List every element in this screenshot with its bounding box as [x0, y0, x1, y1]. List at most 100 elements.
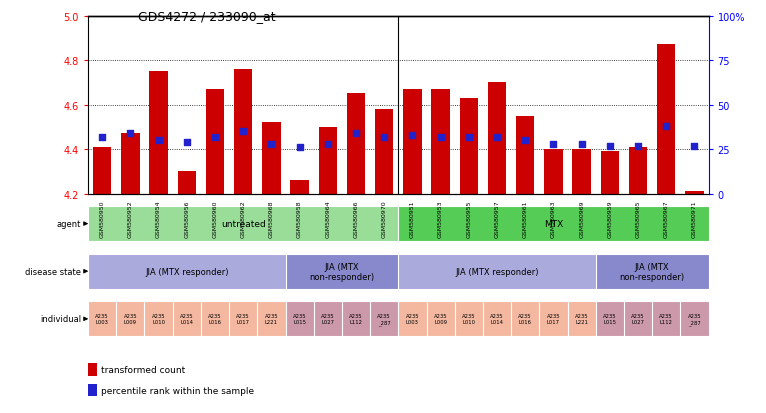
- Text: GSM580957: GSM580957: [495, 200, 499, 238]
- Text: GSM580967: GSM580967: [664, 200, 669, 238]
- Text: individual: individual: [40, 315, 81, 323]
- Bar: [319, 128, 337, 194]
- Bar: [121, 134, 139, 194]
- Text: JIA (MTX responder): JIA (MTX responder): [145, 267, 228, 276]
- Text: A235
L112: A235 L112: [349, 313, 363, 325]
- Bar: [234, 70, 252, 194]
- Point: [237, 128, 250, 135]
- Text: GSM580969: GSM580969: [579, 200, 584, 238]
- Text: GSM580963: GSM580963: [551, 200, 556, 238]
- Point: [689, 143, 701, 150]
- Text: GSM580962: GSM580962: [241, 200, 246, 238]
- Text: A235
L003: A235 L003: [96, 313, 109, 325]
- Point: [463, 134, 475, 140]
- Point: [350, 131, 362, 137]
- Text: A235
L014: A235 L014: [180, 313, 194, 325]
- Point: [575, 141, 588, 148]
- Text: GSM580955: GSM580955: [466, 200, 471, 238]
- Text: GSM580951: GSM580951: [410, 200, 415, 238]
- Point: [378, 134, 391, 140]
- Text: GSM580958: GSM580958: [297, 200, 302, 238]
- Bar: [347, 94, 365, 194]
- Text: GSM580971: GSM580971: [692, 200, 697, 238]
- Bar: [178, 172, 196, 194]
- Text: percentile rank within the sample: percentile rank within the sample: [101, 386, 254, 395]
- Bar: [88, 384, 97, 396]
- Text: GSM580965: GSM580965: [636, 200, 640, 238]
- Point: [209, 134, 221, 140]
- Bar: [290, 181, 309, 194]
- Point: [547, 141, 559, 148]
- Text: GDS4272 / 233090_at: GDS4272 / 233090_at: [138, 10, 276, 23]
- Text: A235
L015: A235 L015: [293, 313, 306, 325]
- Text: GSM580966: GSM580966: [354, 200, 358, 238]
- Bar: [657, 45, 676, 194]
- Bar: [403, 90, 421, 194]
- Point: [181, 139, 193, 146]
- Text: A235
L016: A235 L016: [208, 313, 222, 325]
- Text: A235
L015: A235 L015: [603, 313, 617, 325]
- Text: A235
L027: A235 L027: [631, 313, 645, 325]
- Text: MTX: MTX: [544, 220, 563, 228]
- Bar: [460, 99, 478, 194]
- Bar: [545, 150, 562, 194]
- Text: JIA (MTX
non-responder): JIA (MTX non-responder): [620, 262, 685, 281]
- Bar: [686, 192, 704, 194]
- Point: [491, 134, 503, 140]
- Bar: [431, 90, 450, 194]
- Text: A235
L016: A235 L016: [519, 313, 532, 325]
- Bar: [601, 152, 619, 194]
- Text: A235
L003: A235 L003: [406, 313, 419, 325]
- Point: [519, 138, 532, 144]
- Bar: [375, 110, 394, 194]
- Text: A235
_287: A235 _287: [378, 313, 391, 325]
- Text: agent: agent: [57, 220, 81, 228]
- Text: JIA (MTX
non-responder): JIA (MTX non-responder): [309, 262, 375, 281]
- Text: A235
L017: A235 L017: [237, 313, 250, 325]
- Text: A235
L221: A235 L221: [264, 313, 278, 325]
- Point: [152, 138, 165, 144]
- Text: GSM580961: GSM580961: [522, 200, 528, 238]
- Bar: [488, 83, 506, 194]
- Bar: [629, 147, 647, 194]
- Point: [660, 123, 673, 130]
- Text: JIA (MTX responder): JIA (MTX responder): [455, 267, 538, 276]
- Bar: [149, 72, 168, 194]
- Point: [96, 134, 108, 140]
- Point: [124, 131, 136, 137]
- Text: GSM580959: GSM580959: [607, 200, 612, 238]
- Text: A235
L027: A235 L027: [321, 313, 335, 325]
- Text: GSM580954: GSM580954: [156, 200, 161, 238]
- Point: [434, 134, 447, 140]
- Text: GSM580964: GSM580964: [326, 200, 330, 238]
- Point: [322, 141, 334, 148]
- Text: A235
L014: A235 L014: [490, 313, 504, 325]
- Text: GSM580970: GSM580970: [381, 200, 387, 238]
- Bar: [206, 90, 224, 194]
- Bar: [262, 123, 280, 194]
- Text: GSM580950: GSM580950: [100, 200, 105, 238]
- Bar: [88, 363, 97, 376]
- Bar: [516, 116, 535, 194]
- Text: A235
L009: A235 L009: [434, 313, 447, 325]
- Text: GSM580960: GSM580960: [212, 200, 218, 238]
- Text: GSM580953: GSM580953: [438, 200, 443, 238]
- Text: GSM580968: GSM580968: [269, 200, 274, 238]
- Text: GSM580956: GSM580956: [185, 200, 189, 238]
- Text: disease state: disease state: [25, 267, 81, 276]
- Text: A235
L009: A235 L009: [123, 313, 137, 325]
- Point: [406, 132, 418, 139]
- Text: A235
_287: A235 _287: [688, 313, 701, 325]
- Text: A235
L112: A235 L112: [660, 313, 673, 325]
- Text: A235
L221: A235 L221: [574, 313, 588, 325]
- Point: [293, 145, 306, 151]
- Point: [632, 143, 644, 150]
- Text: GSM580952: GSM580952: [128, 200, 133, 238]
- Text: A235
L017: A235 L017: [547, 313, 560, 325]
- Text: transformed count: transformed count: [101, 365, 185, 374]
- Bar: [572, 150, 591, 194]
- Text: A235
L010: A235 L010: [462, 313, 476, 325]
- Text: untreated: untreated: [221, 220, 266, 228]
- Point: [604, 143, 616, 150]
- Point: [265, 141, 277, 148]
